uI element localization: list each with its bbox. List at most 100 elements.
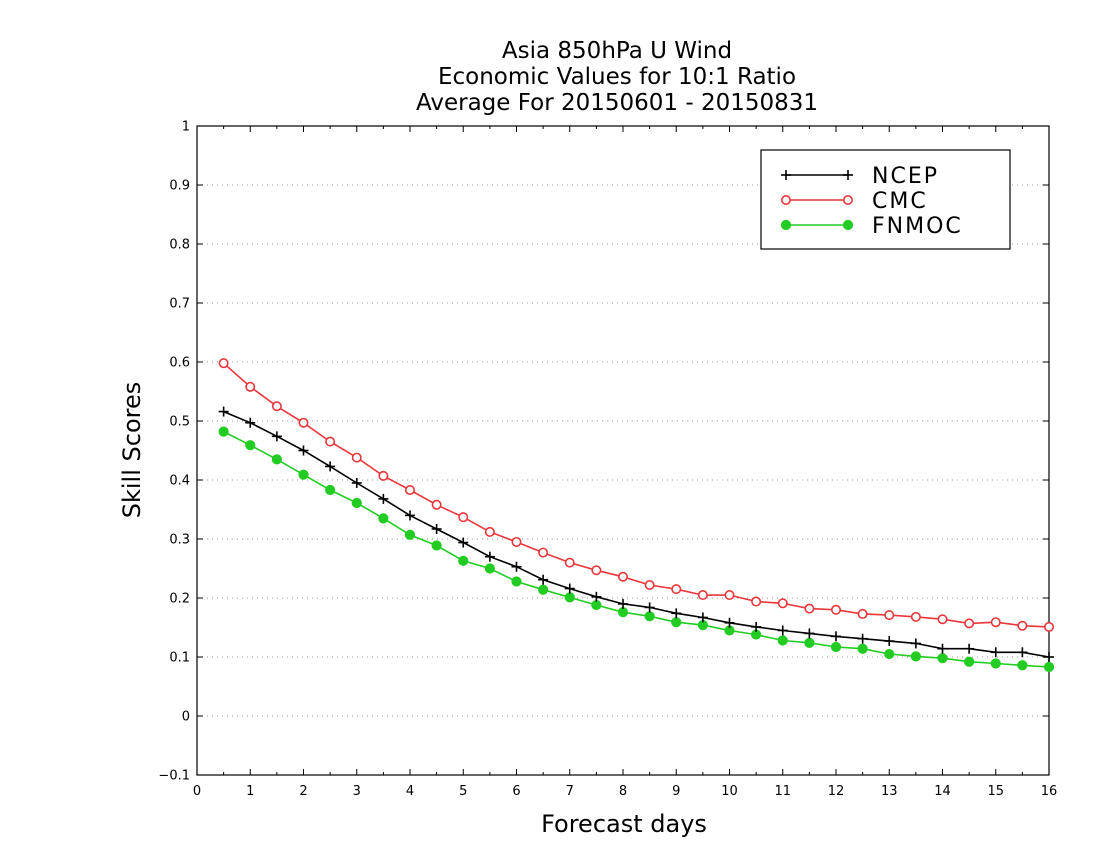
- x-tick-label: 13: [881, 784, 898, 799]
- legend-label-cmc: CMC: [872, 189, 928, 214]
- y-tick-label: 0.1: [169, 651, 190, 666]
- data-point-fnmoc: [484, 563, 495, 574]
- legend-item-fnmoc: FNMOC: [780, 214, 961, 239]
- legend-marker-ncep: [843, 170, 853, 180]
- series-line-ncep: [223, 410, 1050, 658]
- series-cmc: [218, 358, 1055, 632]
- data-point-ncep: [804, 628, 815, 639]
- data-point-ncep: [325, 461, 336, 472]
- data-point-cmc: [884, 610, 895, 621]
- data-point-fnmoc: [564, 592, 575, 603]
- data-point-cmc: [245, 381, 256, 392]
- series-ncep: [218, 406, 1054, 662]
- y-tick-labels: −0.1 0 0.1 0.2 0.3 0.4 0.5 0.6 0.7 0.8 0.9 1: [158, 120, 190, 784]
- data-point-cmc: [937, 614, 948, 625]
- data-point-fnmoc: [617, 607, 629, 618]
- data-point-cmc: [671, 584, 682, 595]
- data-point-fnmoc: [884, 648, 895, 660]
- data-point-cmc: [697, 590, 708, 601]
- data-point-cmc: [431, 499, 442, 510]
- data-point-ncep: [245, 417, 256, 428]
- y-tick-label: 0.3: [169, 533, 190, 548]
- data-point-fnmoc: [298, 469, 309, 480]
- data-point-cmc: [351, 452, 362, 463]
- data-point-fnmoc: [910, 651, 921, 662]
- x-tick-label: 10: [721, 784, 738, 799]
- x-tick-label: 9: [672, 784, 680, 799]
- x-tick-label: 14: [934, 784, 951, 799]
- data-point-fnmoc: [591, 599, 602, 611]
- data-point-ncep: [591, 591, 602, 602]
- data-point-ncep: [564, 583, 575, 594]
- data-point-cmc: [538, 547, 549, 558]
- data-point-cmc: [378, 470, 389, 481]
- x-tick-label: 3: [353, 784, 361, 799]
- legend-marker-fnmoc: [842, 219, 854, 231]
- chart-title-line-2: Economic Values for 10:1 Ratio: [438, 64, 796, 90]
- data-point-ncep: [405, 510, 415, 521]
- data-point-fnmoc: [431, 540, 442, 551]
- chart-title-line-3: Average For 20150601 - 20150831: [416, 90, 818, 116]
- x-tick-label: 2: [299, 784, 307, 799]
- y-tick-label: 0: [182, 710, 190, 725]
- grid-lines: [197, 184, 1049, 717]
- y-tick-label: 0.4: [169, 474, 190, 489]
- data-point-cmc: [724, 590, 735, 601]
- x-tick-label: 6: [512, 784, 520, 799]
- data-point-ncep: [910, 638, 921, 649]
- data-point-ncep: [431, 523, 442, 534]
- y-tick-label: 0.2: [169, 592, 190, 607]
- data-point-ncep: [484, 551, 495, 562]
- data-point-cmc: [271, 401, 282, 412]
- data-point-ncep: [511, 561, 522, 572]
- data-point-ncep: [538, 574, 549, 585]
- data-point-ncep: [724, 617, 735, 628]
- y-tick-label: 0.9: [169, 179, 190, 194]
- data-point-ncep: [831, 631, 841, 642]
- chart-title: Asia 850hPa U Wind Economic Values for 1…: [416, 38, 818, 116]
- legend-label-ncep: NCEP: [872, 164, 939, 189]
- data-point-fnmoc: [538, 584, 549, 595]
- x-tick-label: 15: [987, 784, 1004, 799]
- data-point-ncep: [857, 633, 868, 644]
- data-point-cmc: [325, 436, 336, 447]
- data-point-ncep: [884, 636, 895, 647]
- data-point-ncep: [271, 431, 282, 442]
- data-point-fnmoc: [1043, 661, 1055, 673]
- data-point-fnmoc: [1017, 660, 1028, 671]
- series-line-cmc: [223, 362, 1050, 628]
- data-point-ncep: [751, 621, 762, 632]
- data-point-cmc: [1044, 621, 1055, 632]
- data-point-fnmoc: [245, 440, 256, 451]
- data-point-cmc: [910, 611, 921, 622]
- data-point-ncep: [697, 612, 708, 623]
- data-point-cmc: [404, 485, 415, 496]
- x-tick-label: 16: [1041, 784, 1058, 799]
- data-point-fnmoc: [804, 637, 815, 648]
- data-point-cmc: [990, 617, 1001, 628]
- x-tick-labels: 0 1 2 3 4 5 6 7 8 9 10 11 12 13 14 15 16: [193, 784, 1057, 799]
- y-tick-label: 1: [182, 120, 190, 135]
- data-point-cmc: [617, 571, 628, 582]
- data-point-ncep: [218, 406, 229, 417]
- x-tick-label: 12: [828, 784, 845, 799]
- data-point-cmc: [830, 604, 841, 615]
- data-point-cmc: [857, 608, 868, 619]
- y-axis-label: Skill Scores: [118, 382, 146, 519]
- data-point-fnmoc: [857, 643, 868, 654]
- data-point-ncep: [618, 598, 628, 609]
- data-point-cmc: [644, 580, 655, 591]
- data-point-cmc: [591, 565, 602, 576]
- data-point-ncep: [644, 602, 655, 613]
- data-point-cmc: [458, 512, 469, 523]
- data-point-fnmoc: [990, 658, 1001, 669]
- data-point-fnmoc: [378, 513, 389, 524]
- data-point-fnmoc: [218, 426, 229, 437]
- x-tick-label: 0: [193, 784, 201, 799]
- data-point-cmc: [964, 618, 975, 629]
- data-point-cmc: [1017, 620, 1028, 631]
- data-point-ncep: [351, 477, 362, 488]
- data-point-fnmoc: [325, 484, 336, 496]
- data-point-fnmoc: [351, 497, 362, 509]
